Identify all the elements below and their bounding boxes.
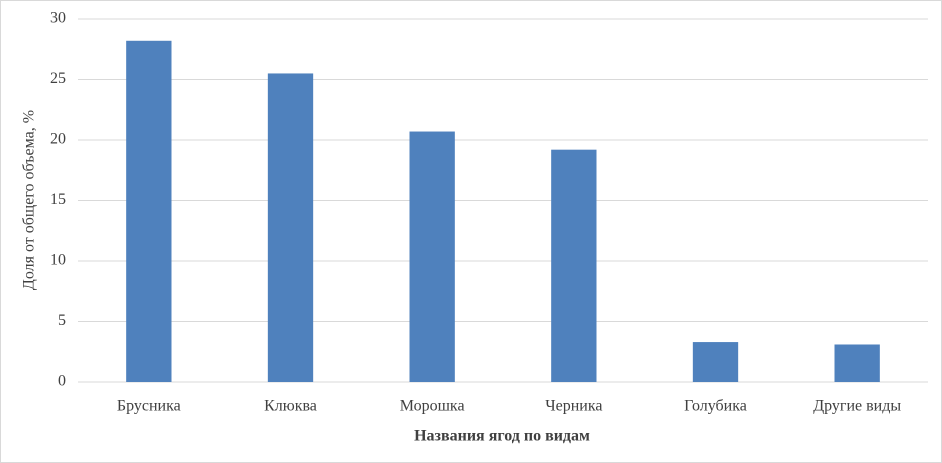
x-tick-label: Черника xyxy=(545,398,602,415)
bar xyxy=(126,40,172,382)
x-tick-label: Брусника xyxy=(117,398,181,415)
y-tick-label: 5 xyxy=(58,312,66,329)
bar xyxy=(834,344,880,382)
x-axis-label: Названия ягод по видам xyxy=(414,428,590,445)
y-axis-label: Доля от общего объема, % xyxy=(21,110,38,290)
x-tick-label: Другие виды xyxy=(813,398,901,415)
y-tick-label: 0 xyxy=(58,373,66,390)
bar xyxy=(267,73,314,382)
y-tick-label: 25 xyxy=(50,70,66,87)
y-tick-label: 20 xyxy=(50,131,66,148)
x-tick-label: Морошка xyxy=(400,398,465,415)
y-tick-label: 30 xyxy=(50,10,66,27)
bar xyxy=(551,149,597,382)
bar xyxy=(692,342,739,382)
x-tick-label: Клюква xyxy=(264,398,317,415)
bar xyxy=(409,131,455,382)
y-tick-label: 15 xyxy=(50,191,66,208)
y-tick-label: 10 xyxy=(50,252,66,269)
x-tick-label: Голубика xyxy=(684,398,747,415)
